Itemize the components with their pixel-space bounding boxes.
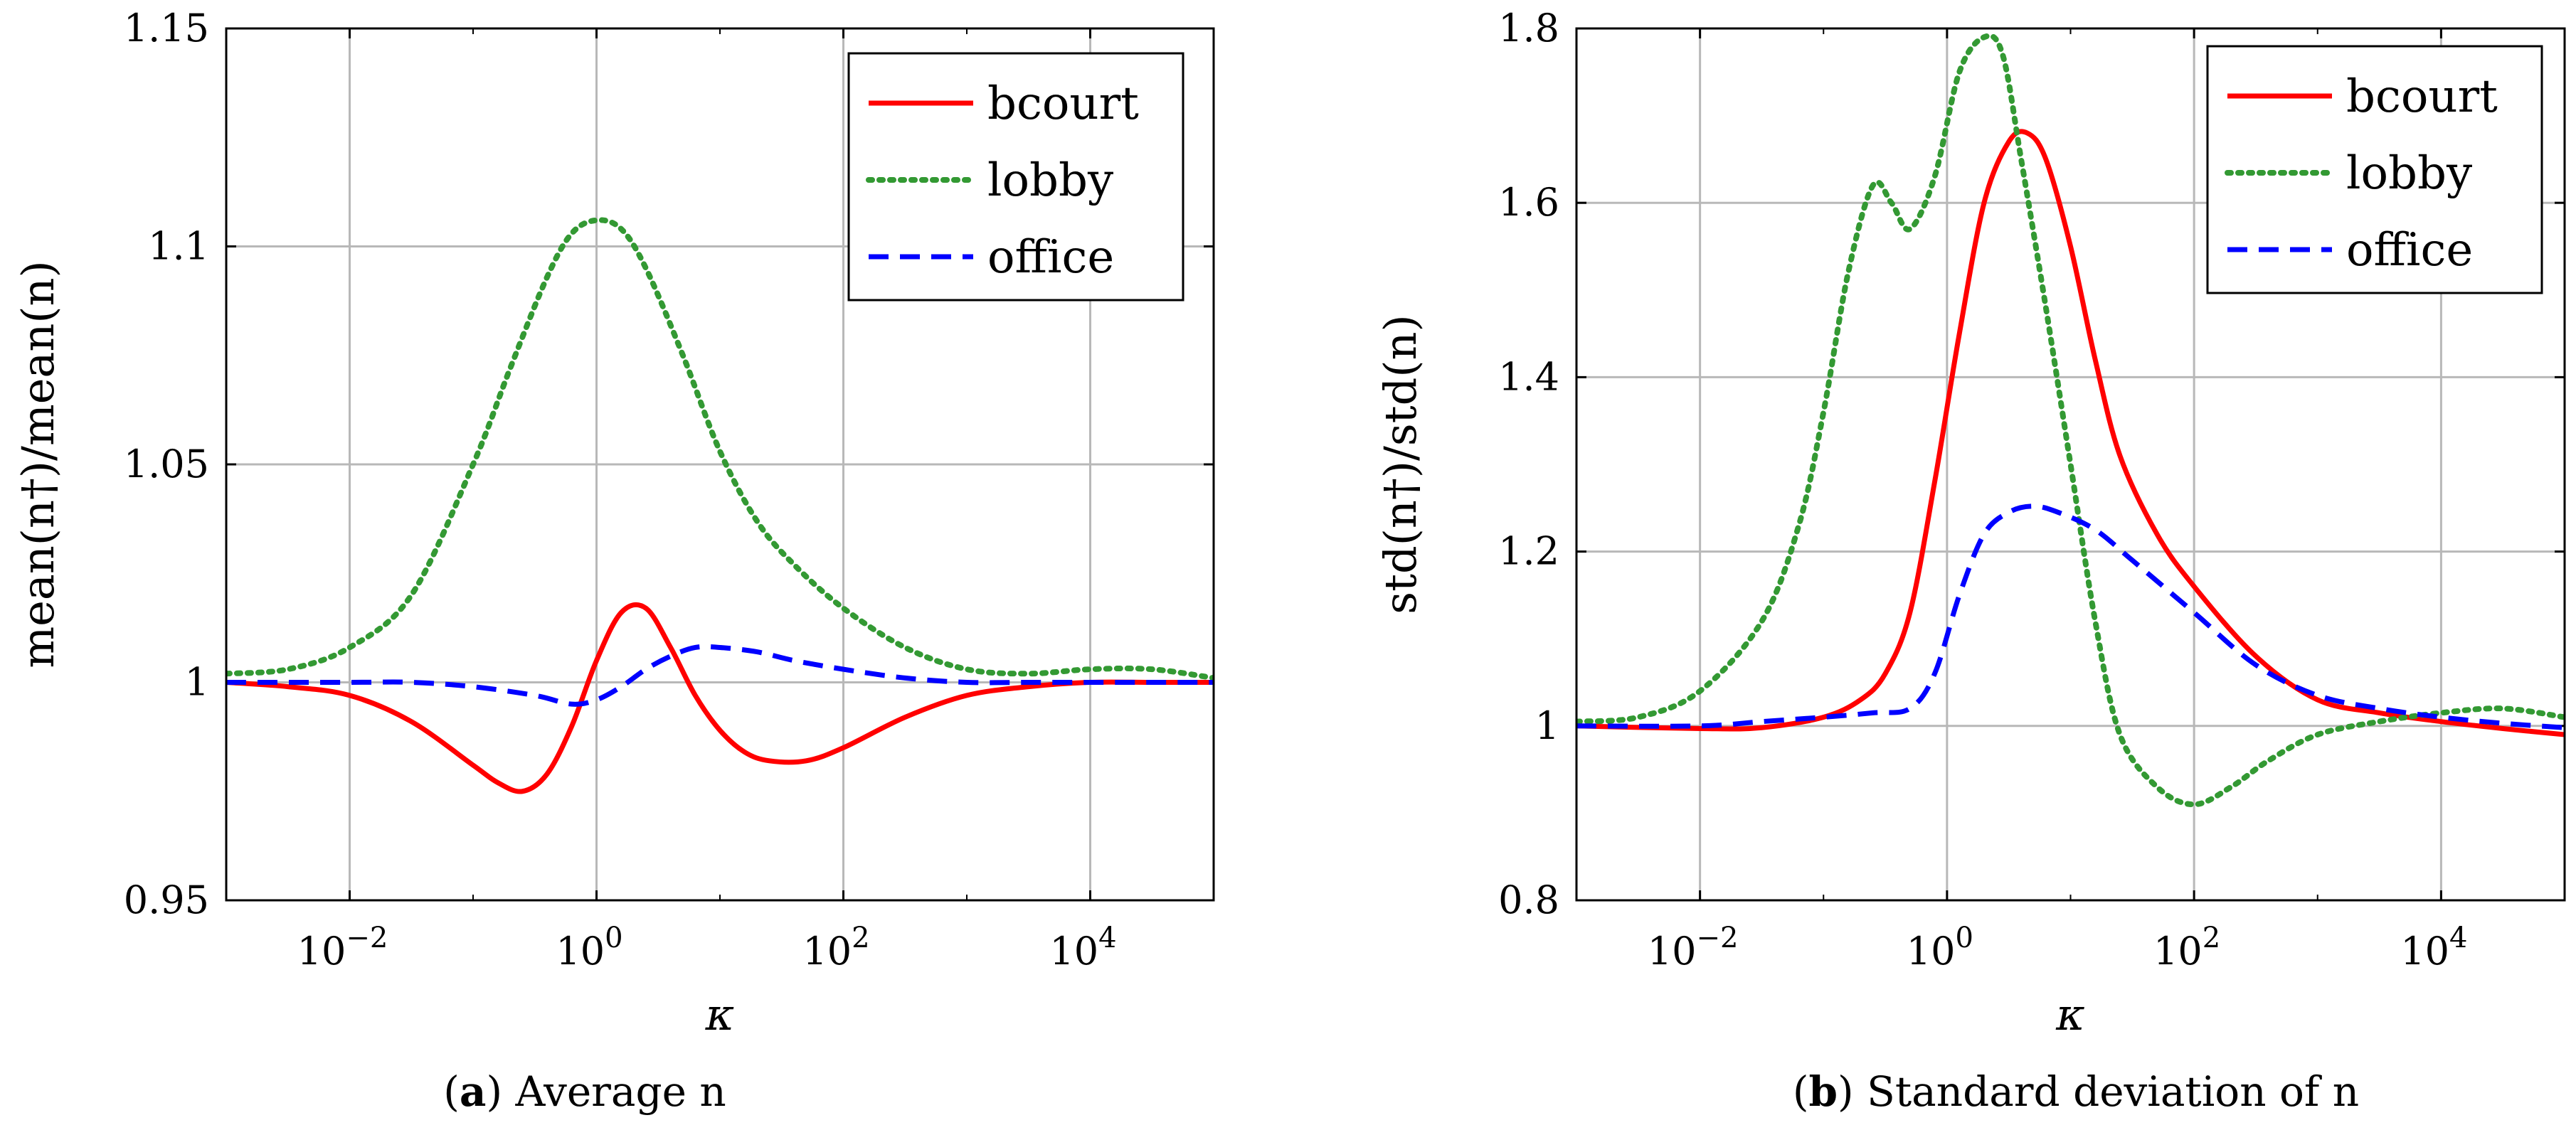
legend-label-bcourt: bcourt	[2346, 70, 2498, 123]
y-tick-label: 1.1	[148, 224, 209, 269]
series-line-lobby	[226, 217, 1214, 681]
series-line-office	[226, 644, 1214, 707]
y-tick-label: 1.05	[124, 442, 209, 486]
y-tick-label: 1.6	[1498, 180, 1559, 225]
legend: bcourt lobby office	[847, 52, 1184, 302]
series-line-office	[1576, 503, 2565, 730]
x-tick-label: 100	[1907, 922, 1973, 974]
x-axis-label: κ	[2055, 988, 2085, 1040]
y-tick-label: 0.95	[124, 878, 209, 922]
x-tick-label: 10−2	[297, 922, 388, 974]
y-tick-label: 1.4	[1498, 354, 1559, 399]
legend-label-bcourt: bcourt	[987, 78, 1139, 130]
x-tick-label: 10−2	[1648, 922, 1739, 974]
x-tick-label: 104	[2400, 922, 2467, 974]
panel-caption: (b) Standard deviation of n	[1793, 1067, 2359, 1116]
y-tick-label: 0.8	[1498, 878, 1559, 922]
y-tick-label: 1.2	[1498, 529, 1559, 574]
panel-caption: (a) Average n	[443, 1067, 726, 1116]
legend-label-office: office	[2346, 224, 2473, 277]
chart-panel-b: 10−2 100 102 104 0.8 1 1.2 1.4 1.6 1.8 bcourt lobby…	[1374, 6, 2566, 1116]
legend-label-lobby: lobby	[987, 154, 1113, 207]
y-tick-label: 1.8	[1498, 6, 1559, 50]
x-tick-label: 104	[1049, 922, 1116, 974]
x-axis-label: κ	[705, 988, 735, 1040]
series-line-bcourt	[1576, 129, 2565, 737]
y-axis-label: std(n†)/std(n)	[1374, 314, 1426, 614]
series-line-bcourt	[226, 602, 1214, 794]
legend-label-office: office	[987, 231, 1114, 284]
y-tick-label: 1	[1535, 703, 1559, 748]
legend: bcourt lobby office	[2206, 45, 2543, 294]
y-tick-label: 1	[185, 660, 209, 705]
x-tick-label: 102	[2153, 922, 2220, 974]
plot-frame	[225, 27, 1215, 902]
plot-frame	[1575, 27, 2566, 902]
legend-label-lobby: lobby	[2346, 147, 2472, 200]
chart-panel-a: 10−2 100 102 104 0.95 1 1.05 1.1 1.15 bcourt lobby…	[12, 6, 1215, 1116]
y-tick-label: 1.15	[124, 6, 209, 50]
x-tick-label: 102	[802, 922, 869, 974]
x-tick-label: 100	[556, 922, 622, 974]
y-axis-label: mean(n†)/mean(n)	[12, 260, 64, 668]
series-line-lobby	[1576, 33, 2565, 808]
